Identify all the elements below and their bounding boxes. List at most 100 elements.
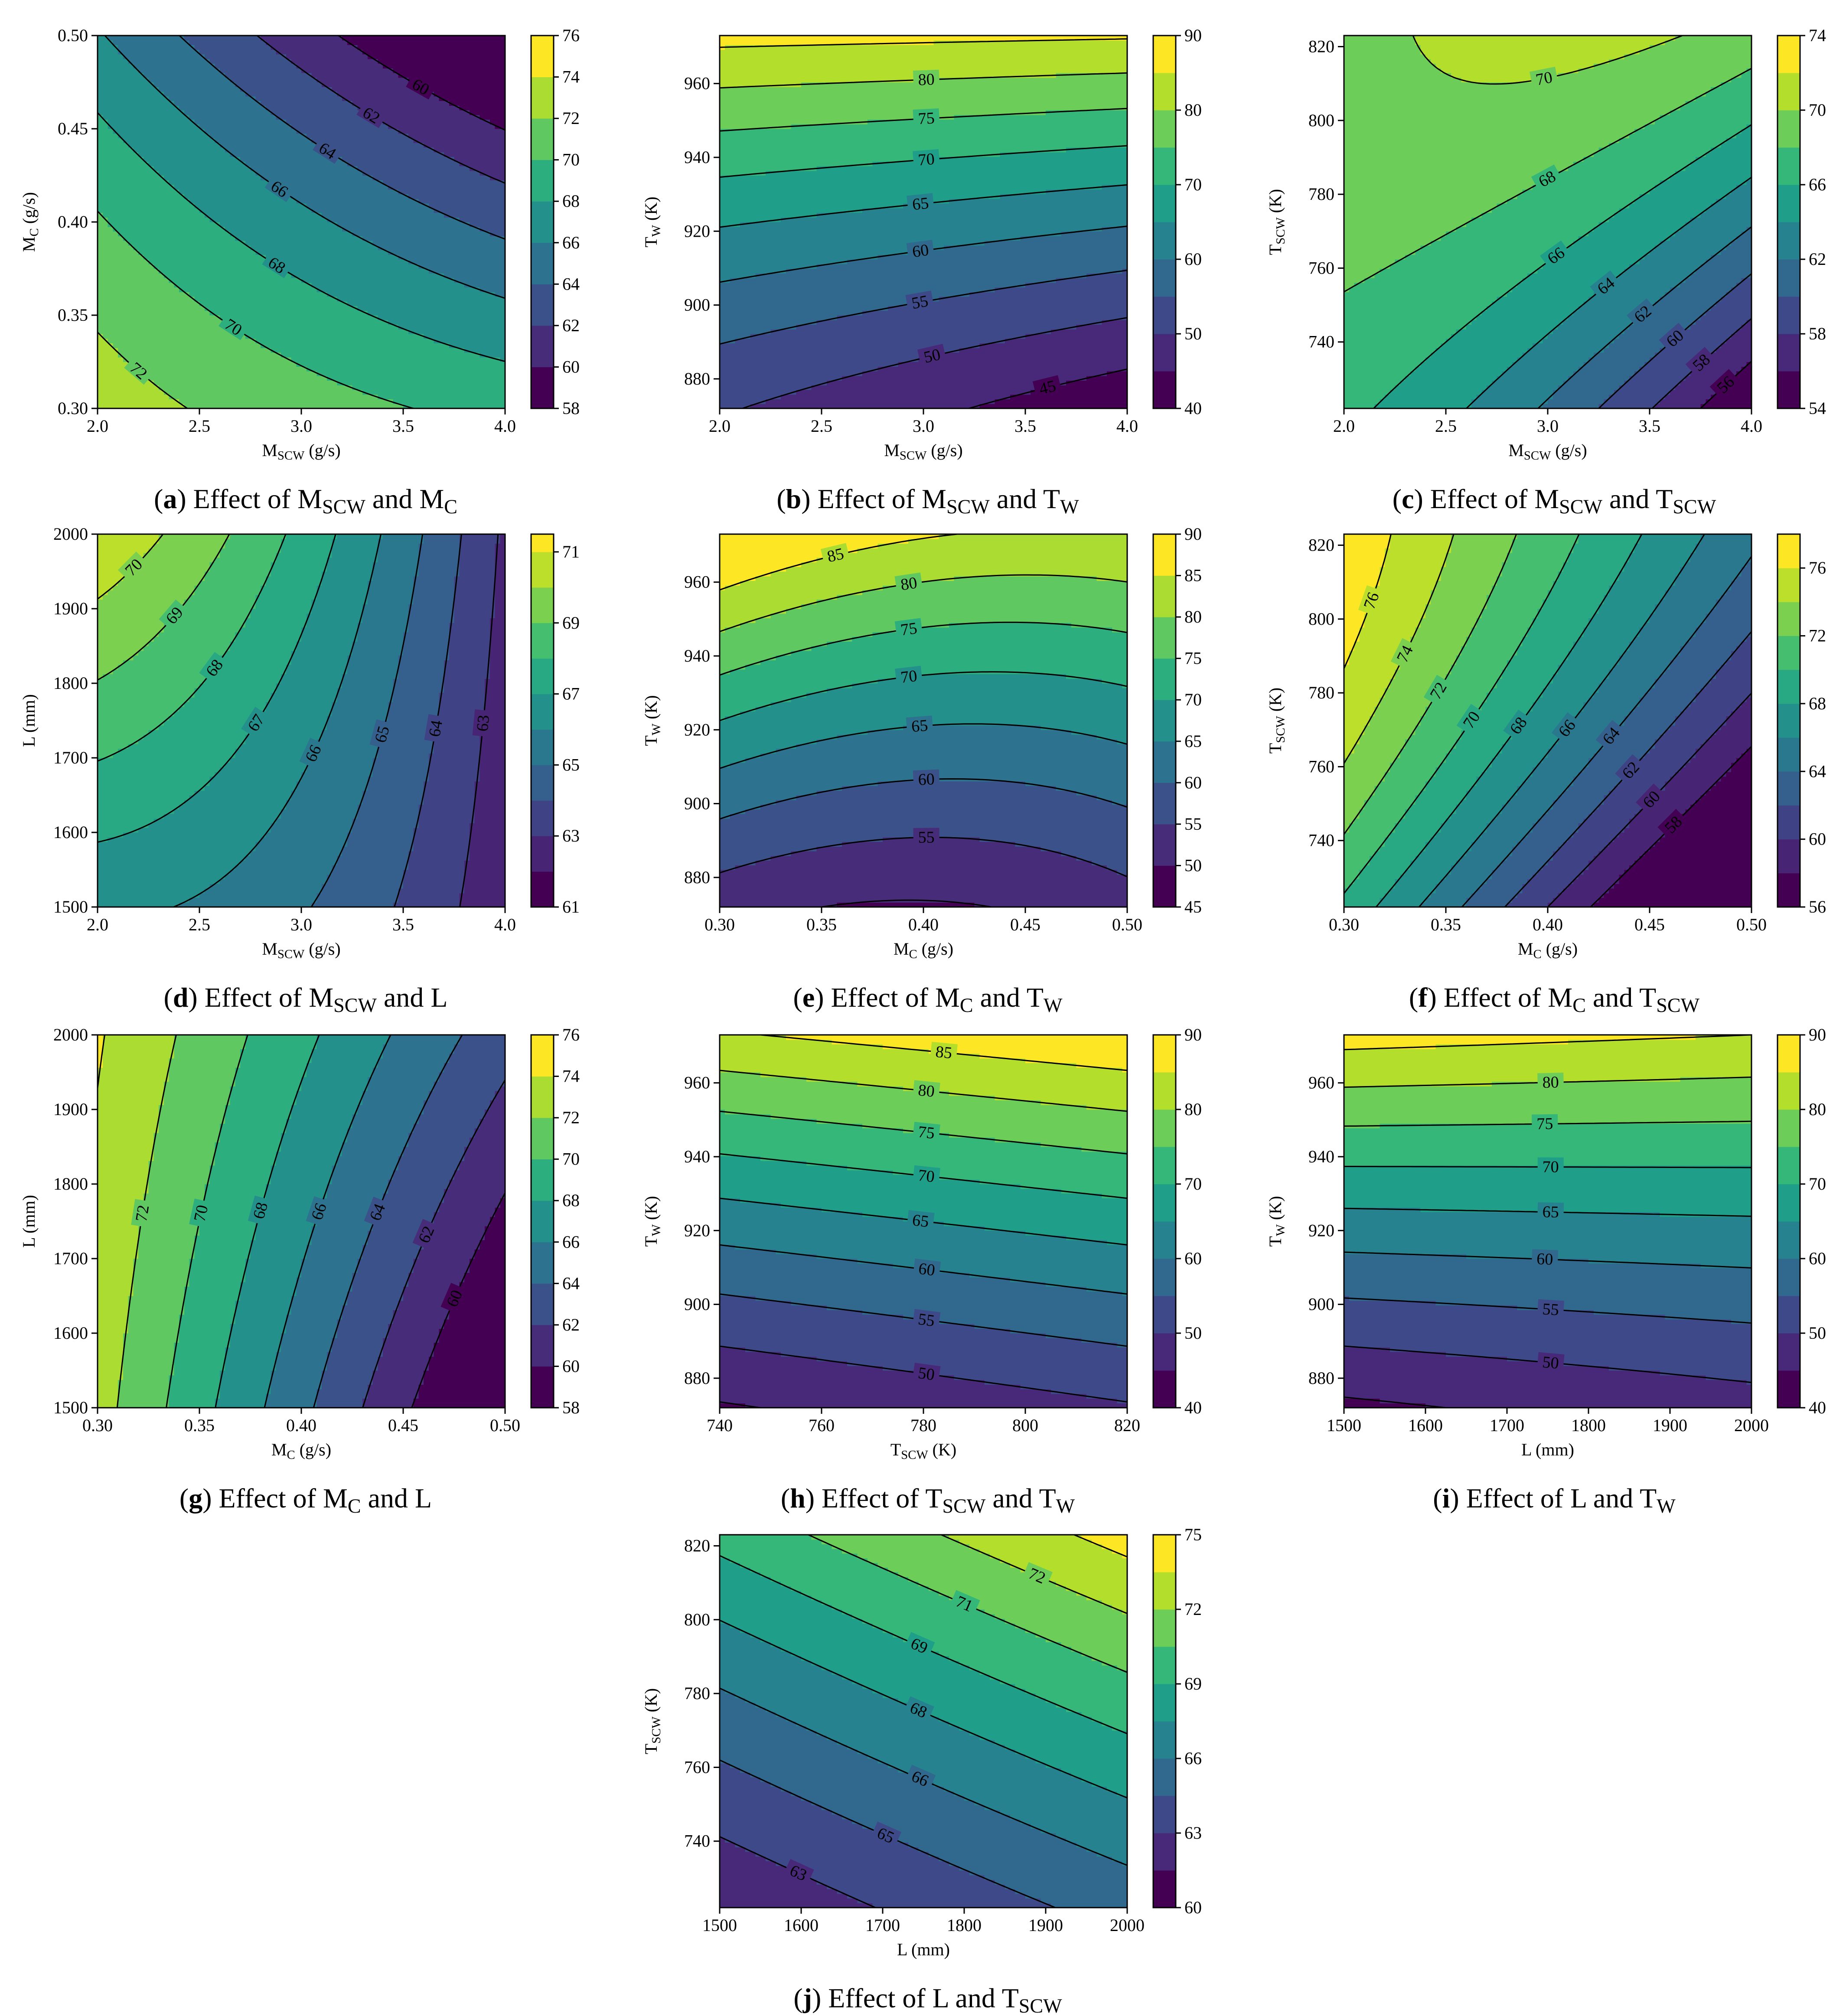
contour-cell bbox=[128, 250, 134, 255]
contour-cell bbox=[108, 366, 113, 371]
contour-cell bbox=[98, 343, 103, 348]
contour-cell bbox=[118, 334, 123, 339]
contour-cell bbox=[113, 310, 118, 315]
contour-cell bbox=[113, 334, 118, 339]
contour-cell bbox=[113, 352, 118, 357]
contour-cell bbox=[118, 91, 123, 96]
contour-cell bbox=[108, 59, 113, 64]
contour-cell bbox=[118, 166, 123, 171]
contour-cell bbox=[113, 292, 118, 297]
contour-cell bbox=[118, 306, 123, 311]
contour-cell bbox=[108, 49, 113, 54]
contour-cell bbox=[123, 101, 128, 106]
contour-cell bbox=[103, 241, 108, 245]
contour-cell bbox=[98, 241, 103, 245]
contour-cell bbox=[113, 208, 118, 213]
contour-cell bbox=[98, 59, 103, 64]
contour-cell bbox=[118, 273, 123, 278]
contour-cell bbox=[98, 381, 103, 385]
contour-cell bbox=[113, 250, 118, 255]
contour-cell bbox=[108, 301, 113, 306]
contour-cell bbox=[98, 101, 103, 106]
contour-cell bbox=[123, 310, 128, 315]
contour-cell bbox=[123, 273, 128, 278]
contour-cell bbox=[113, 124, 118, 129]
contour-cell bbox=[108, 329, 113, 334]
contour-cell bbox=[128, 292, 134, 297]
contour-cell bbox=[128, 329, 134, 334]
contour-cell bbox=[113, 297, 118, 301]
contour-cell bbox=[108, 115, 113, 120]
contour-cell bbox=[103, 96, 108, 101]
contour-cell bbox=[113, 343, 118, 348]
contour-cell bbox=[118, 143, 123, 147]
contour-cell bbox=[98, 180, 103, 185]
contour-cell bbox=[103, 147, 108, 152]
contour-cell bbox=[103, 78, 108, 82]
contour-cell bbox=[118, 320, 123, 325]
contour-cell bbox=[123, 395, 128, 399]
contour-cell bbox=[108, 376, 113, 381]
contour-cell bbox=[123, 68, 128, 73]
contour-cell bbox=[118, 227, 123, 232]
figure-canvas: 606264666870722.0 2.5 3.0 3.5 4.00.300.350.4… bbox=[0, 0, 1846, 2016]
contour-cell bbox=[128, 381, 134, 385]
contour-cell bbox=[123, 180, 128, 185]
contour-cell bbox=[113, 68, 118, 73]
contour-cell bbox=[103, 134, 108, 138]
contour-cell bbox=[113, 73, 118, 78]
contour-cell bbox=[128, 315, 134, 320]
contour-cell bbox=[118, 245, 123, 250]
contour-cell bbox=[123, 208, 128, 213]
contour-cell bbox=[123, 115, 128, 120]
contour-cell bbox=[108, 385, 113, 390]
contour-cell bbox=[103, 185, 108, 189]
contour-cell bbox=[103, 82, 108, 87]
contour-cell bbox=[113, 254, 118, 259]
contour-cell bbox=[113, 399, 118, 404]
contour-cell bbox=[118, 68, 123, 73]
contour-cell bbox=[113, 315, 118, 320]
contour-cell bbox=[128, 264, 134, 269]
contour-cell bbox=[128, 352, 134, 357]
contour-cell bbox=[113, 381, 118, 385]
contour-cell bbox=[98, 385, 103, 390]
contour-cell bbox=[108, 250, 113, 255]
contour-cell bbox=[113, 371, 118, 376]
contour-cell bbox=[103, 232, 108, 236]
contour-cell bbox=[103, 245, 108, 250]
contour-cell bbox=[113, 366, 118, 371]
contour-cell bbox=[98, 199, 103, 203]
contour-cell bbox=[98, 185, 103, 189]
contour-cell bbox=[108, 73, 113, 78]
contour-cell bbox=[123, 352, 128, 357]
contour-cell bbox=[103, 348, 108, 352]
contour-cell bbox=[118, 82, 123, 87]
contour-cell bbox=[118, 78, 123, 82]
contour-cell bbox=[113, 120, 118, 124]
contour-cell bbox=[103, 264, 108, 269]
contour-cell bbox=[98, 96, 103, 101]
contour-cell bbox=[123, 134, 128, 138]
contour-cell bbox=[118, 254, 123, 259]
contour-cell bbox=[118, 87, 123, 91]
contour-cell bbox=[123, 40, 128, 45]
contour-cell bbox=[103, 292, 108, 297]
contour-cell bbox=[108, 78, 113, 82]
contour-cell bbox=[113, 213, 118, 218]
contour-cell bbox=[103, 49, 108, 54]
contour-cell bbox=[113, 273, 118, 278]
contour-cell bbox=[118, 376, 123, 381]
contour-cell bbox=[123, 376, 128, 381]
contour-cell bbox=[113, 217, 118, 222]
contour-cell bbox=[118, 115, 123, 120]
contour-cell bbox=[108, 241, 113, 245]
contour-cell bbox=[128, 259, 134, 264]
contour-cell bbox=[108, 306, 113, 311]
contour-cell bbox=[98, 120, 103, 124]
contour-cell bbox=[113, 180, 118, 185]
contour-cell bbox=[123, 254, 128, 259]
contour-cell bbox=[123, 399, 128, 404]
contour-cell bbox=[103, 54, 108, 59]
contour-cell bbox=[118, 222, 123, 227]
